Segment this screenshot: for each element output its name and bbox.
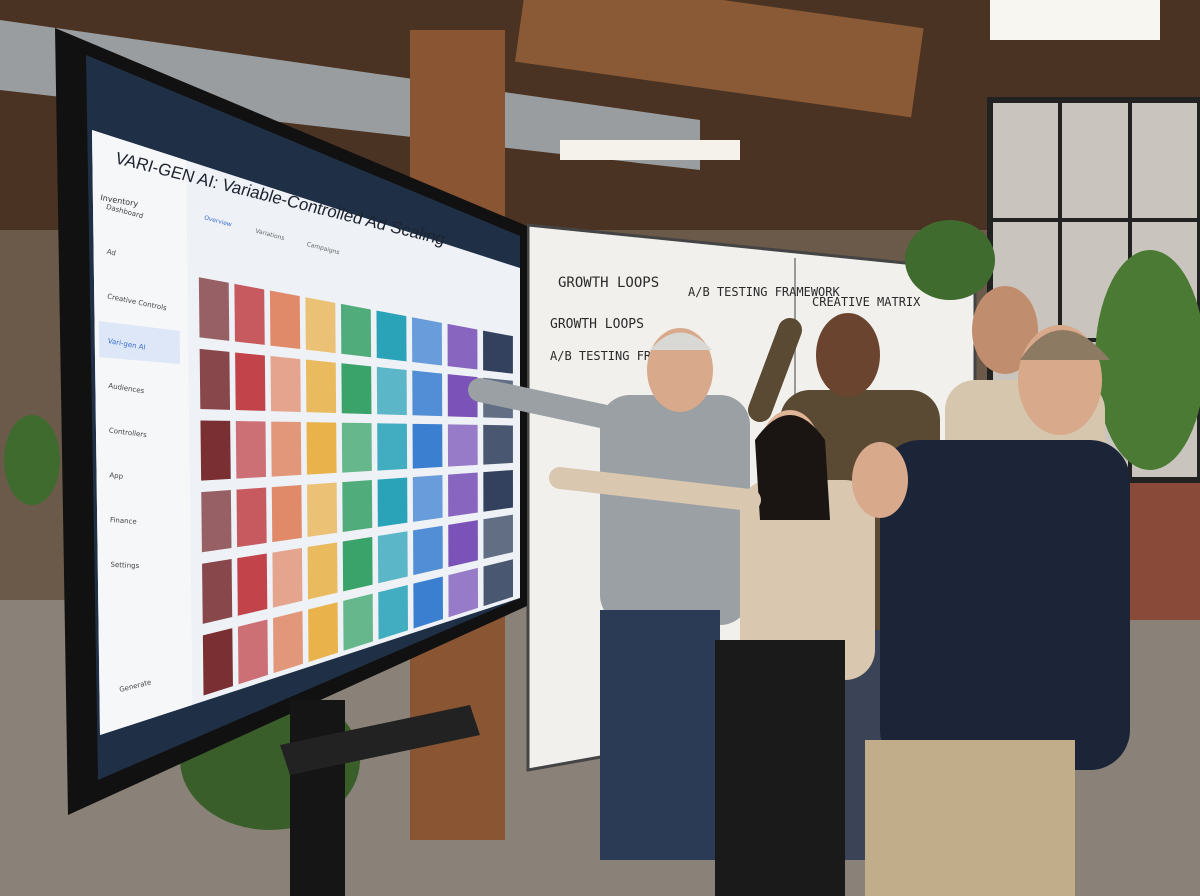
ad-variation-tile[interactable]: [412, 370, 443, 417]
ad-variation-tile[interactable]: [483, 330, 513, 374]
ad-variation-tile[interactable]: [273, 610, 303, 674]
air-duct: [0, 20, 700, 170]
ad-variation-tile[interactable]: [342, 479, 373, 532]
sidebar-item[interactable]: Settings: [110, 561, 139, 570]
ad-variation-tile[interactable]: [447, 424, 478, 467]
ad-variation-tile[interactable]: [269, 290, 301, 350]
ad-variation-tile[interactable]: [341, 363, 372, 415]
ad-variation-tile[interactable]: [448, 567, 478, 618]
monitor-stand: [290, 700, 345, 896]
sidebar-item[interactable]: Ad: [106, 248, 117, 258]
ad-variation-tile[interactable]: [198, 277, 230, 341]
ad-variation-tile[interactable]: [235, 352, 266, 411]
whiteboard-title-creative-matrix: CREATIVE MATRIX: [812, 295, 921, 309]
ad-variation-tile[interactable]: [448, 472, 478, 517]
ad-variation-tile[interactable]: [483, 424, 513, 465]
ad-variation-tile[interactable]: [199, 348, 231, 410]
ad-variation-tile[interactable]: [234, 283, 265, 345]
ad-variation-tile[interactable]: [271, 421, 302, 477]
ad-variation-tile[interactable]: [483, 470, 513, 512]
whiteboard-title-growth-loops: GROWTH LOOPS: [558, 275, 659, 291]
whiteboard-title-ab-testing: A/B TESTING FRAMEWORK: [688, 285, 840, 299]
person-gray-shirt: [468, 328, 750, 860]
ad-variation-tile[interactable]: [483, 514, 513, 559]
ad-variation-tile[interactable]: [342, 536, 373, 592]
ad-variation-tile[interactable]: [201, 489, 232, 553]
plant: [905, 220, 995, 300]
ad-variation-tile[interactable]: [412, 317, 443, 366]
ad-variation-tile[interactable]: [306, 422, 337, 475]
ad-variation-tile[interactable]: [236, 487, 267, 548]
ad-variation-tile[interactable]: [200, 420, 231, 481]
ad-variation-tile[interactable]: [412, 475, 443, 522]
ad-variation-tile[interactable]: [307, 542, 338, 600]
ad-variation-tile[interactable]: [272, 547, 303, 608]
ad-variation-tile[interactable]: [237, 553, 268, 616]
ad-variation-tile[interactable]: [448, 520, 478, 568]
ad-variation-tile[interactable]: [378, 585, 408, 640]
ad-variation-tile[interactable]: [377, 477, 408, 527]
ad-variation-tile[interactable]: [307, 482, 338, 538]
ad-variation-tile[interactable]: [377, 531, 408, 584]
ad-variation-tile[interactable]: [376, 366, 407, 416]
stand-shelf: [280, 705, 480, 775]
ad-variation-tile[interactable]: [483, 559, 513, 607]
ceiling-light: [560, 140, 740, 160]
sidebar: [92, 130, 193, 735]
ad-variation-tile[interactable]: [412, 423, 443, 469]
ceiling-beam: [514, 0, 924, 118]
ad-variation-tile[interactable]: [341, 422, 372, 473]
ad-variation-tile[interactable]: [376, 310, 407, 362]
ad-variation-tile[interactable]: [305, 297, 336, 354]
person-beige-sweater: [549, 410, 875, 896]
whiteboard-item: GROWTH LOOPS: [550, 317, 644, 332]
sidebar-item[interactable]: Finance: [110, 516, 137, 526]
ad-variation-tile[interactable]: [235, 421, 267, 479]
ad-variation-tile[interactable]: [377, 423, 408, 471]
plant: [1095, 250, 1200, 470]
sidebar-item[interactable]: App: [109, 471, 124, 480]
ad-variation-tile[interactable]: [340, 303, 372, 358]
ad-variation-tile[interactable]: [305, 359, 337, 414]
ad-variation-tile[interactable]: [271, 484, 302, 543]
person-navy-sweater: [852, 325, 1130, 896]
ceiling-light: [990, 0, 1160, 40]
ad-variation-tile[interactable]: [237, 619, 268, 685]
ad-variation-tile[interactable]: [447, 323, 478, 370]
ad-variation-tile[interactable]: [202, 559, 233, 624]
ad-variation-tile[interactable]: [413, 576, 443, 629]
ad-variation-tile[interactable]: [202, 628, 233, 696]
plant: [4, 415, 60, 505]
ad-variation-tile[interactable]: [343, 593, 373, 651]
ad-variation-tile[interactable]: [308, 602, 338, 662]
sidebar-item-active-bg: [98, 321, 180, 364]
ad-variation-tile[interactable]: [270, 356, 301, 412]
ad-variation-tile[interactable]: [413, 525, 443, 576]
